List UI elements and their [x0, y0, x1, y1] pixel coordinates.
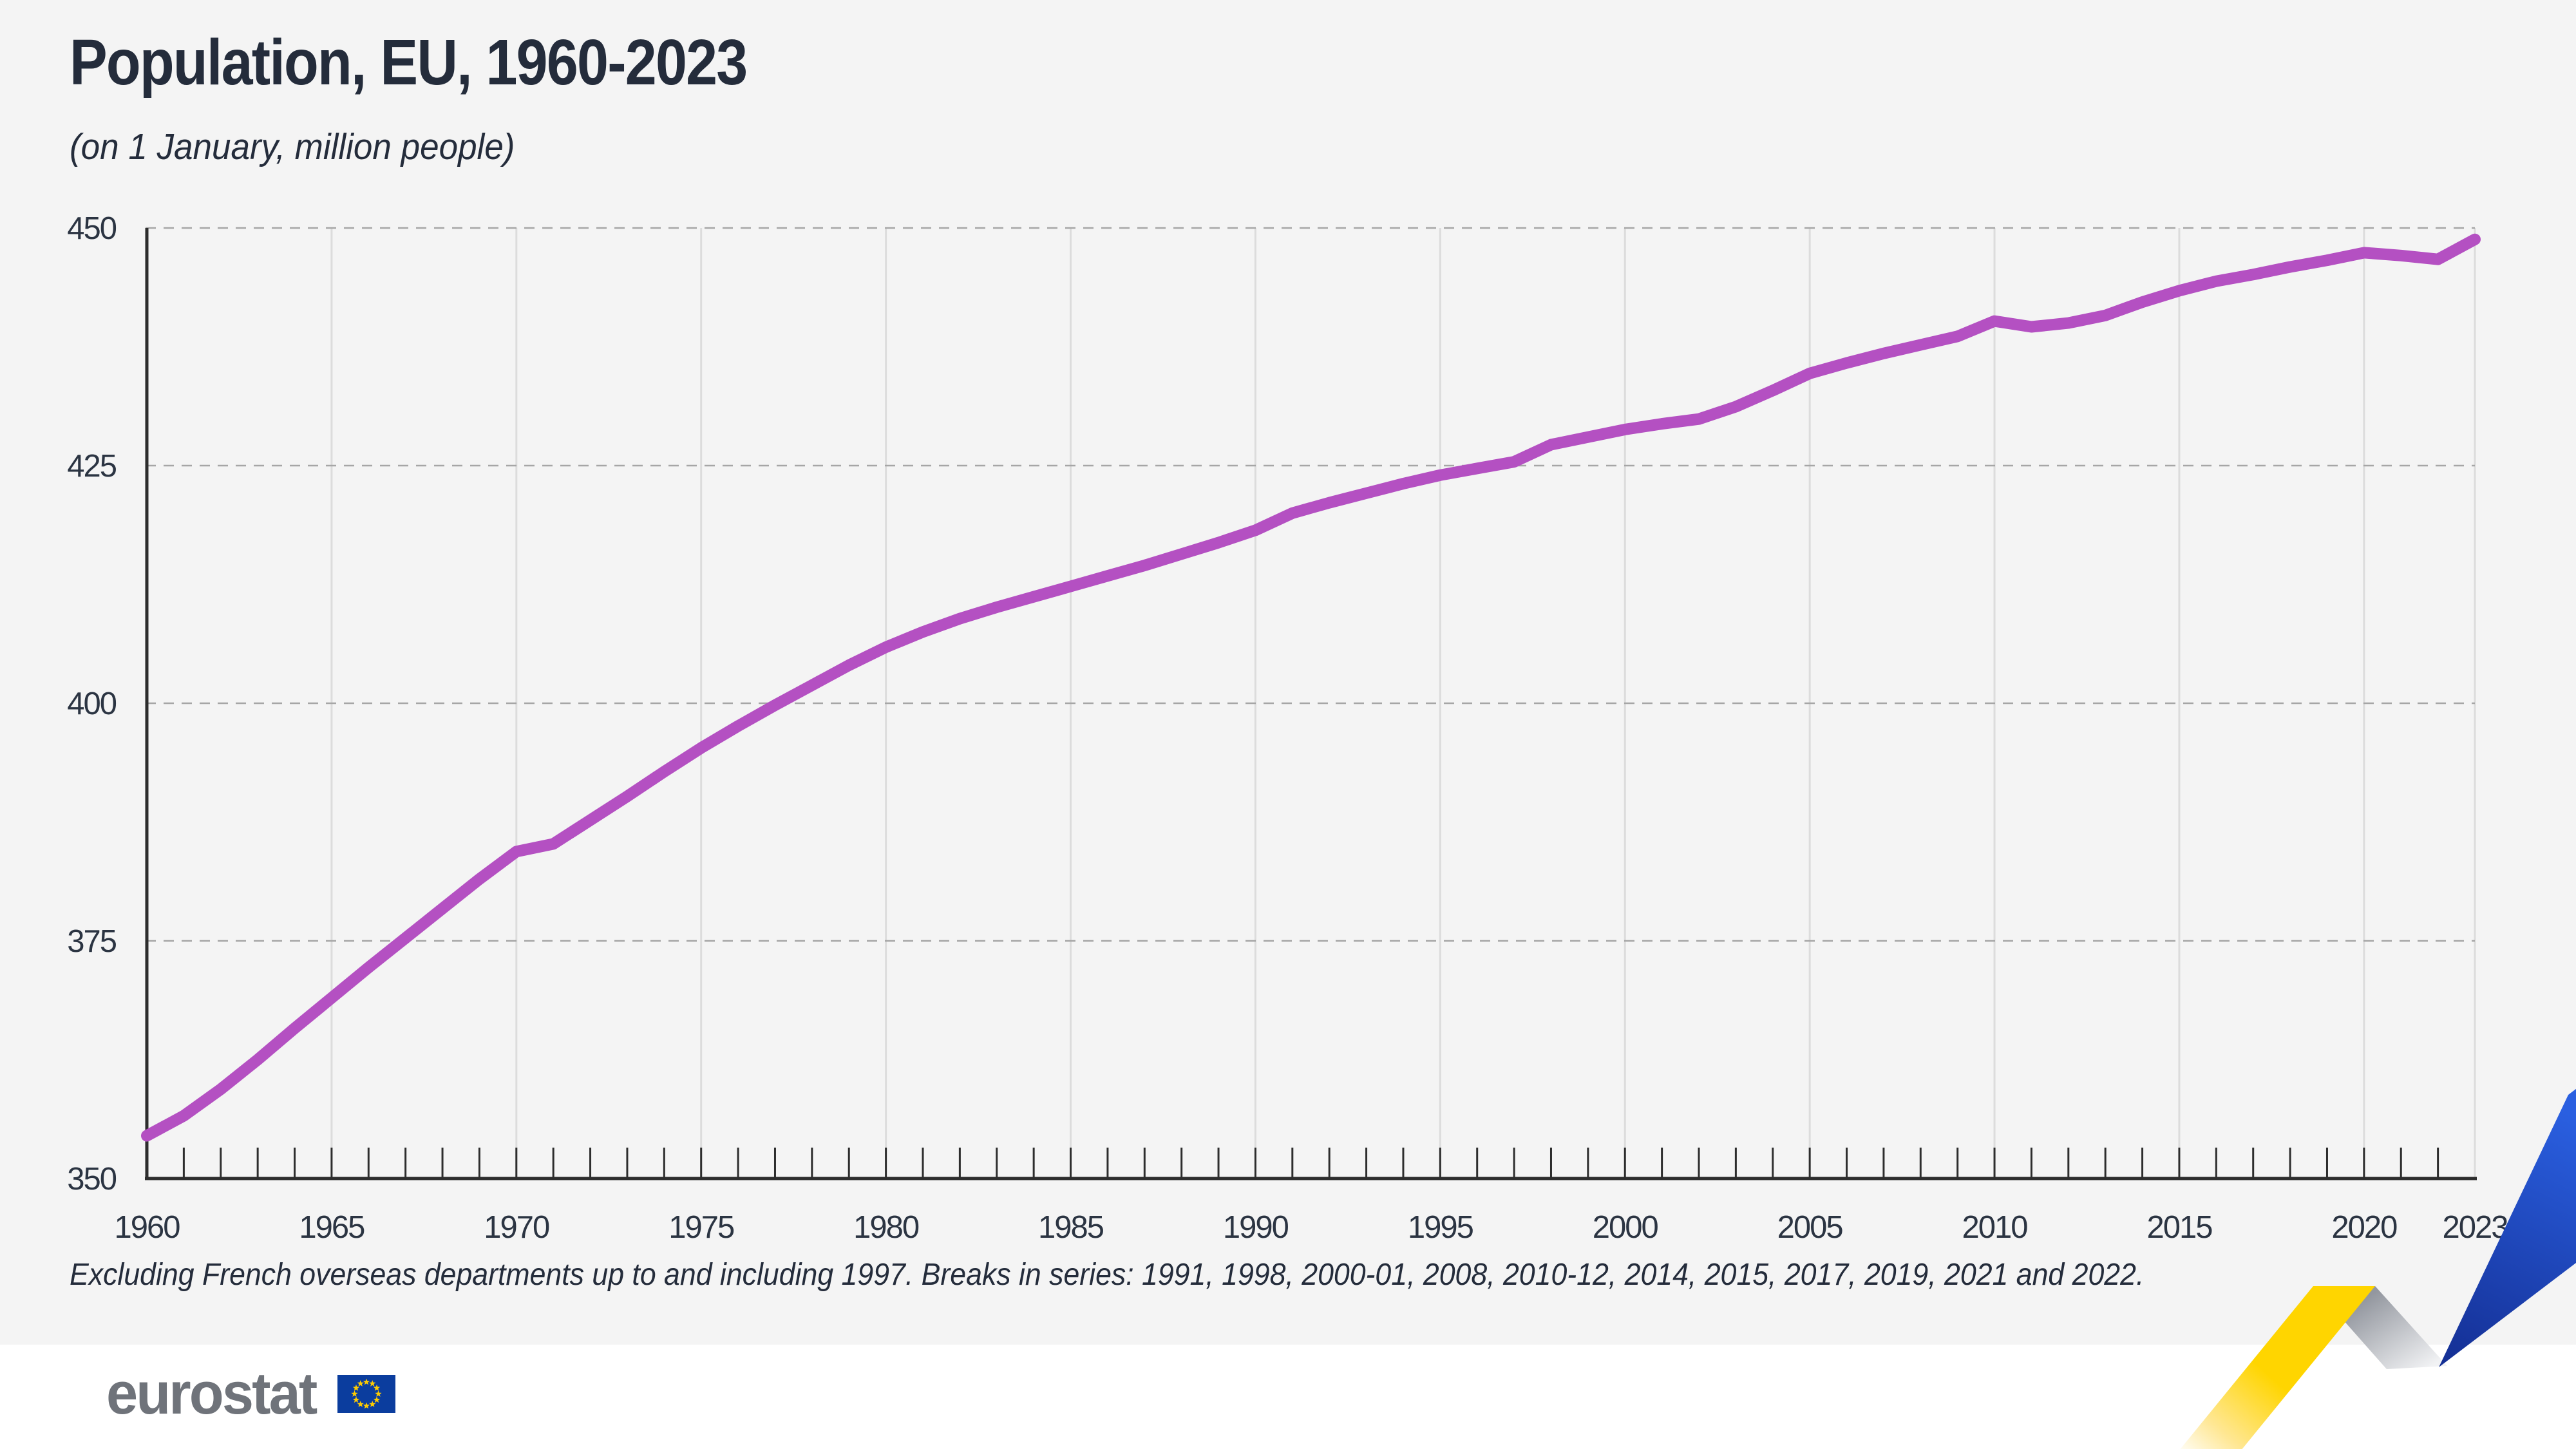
- x-axis-label: 1980: [853, 1210, 919, 1245]
- x-axis-label: 1990: [1223, 1210, 1289, 1245]
- x-axis-label: 1970: [484, 1210, 549, 1245]
- x-axis-label: 2023: [2442, 1210, 2508, 1245]
- x-axis-label: 2005: [1777, 1210, 1843, 1245]
- eu-flag-star: [369, 1400, 376, 1407]
- x-axis-label: 1985: [1038, 1210, 1104, 1245]
- x-axis-label: 2010: [1962, 1210, 2028, 1245]
- eu-flag-star: [369, 1379, 376, 1387]
- eu-flag-icon: [337, 1374, 395, 1413]
- population-line: [141, 233, 2481, 1142]
- eurostat-logo: eurostat: [106, 1364, 395, 1423]
- eu-flag-star: [352, 1396, 360, 1403]
- x-axis-label: 1975: [668, 1210, 734, 1245]
- eu-flag-star: [363, 1402, 370, 1408]
- y-axis-label: 375: [67, 924, 117, 959]
- eu-flag-star: [373, 1384, 381, 1391]
- eu-flag-star: [357, 1379, 364, 1387]
- x-axis-label: 1960: [114, 1210, 180, 1245]
- footer-strip: [0, 1345, 2576, 1449]
- x-axis-label: 1965: [299, 1210, 365, 1245]
- eu-flag-star: [375, 1390, 382, 1397]
- y-axis-label: 450: [67, 211, 117, 246]
- y-axis-label: 350: [67, 1162, 117, 1197]
- x-axis-label: 1995: [1408, 1210, 1473, 1245]
- eu-flag-star: [363, 1378, 370, 1385]
- x-axis-label: 2000: [1593, 1210, 1658, 1245]
- x-axis-label: 2015: [2146, 1210, 2212, 1245]
- y-axis-label: 425: [67, 449, 117, 484]
- page-title: Population, EU, 1960-2023: [70, 26, 748, 99]
- chart-subtitle: (on 1 January, million people): [70, 126, 515, 167]
- eu-flag-star: [357, 1400, 364, 1407]
- eu-flag-star: [352, 1384, 360, 1391]
- footnote: Excluding French overseas departments up…: [70, 1258, 2145, 1292]
- y-axis-label: 400: [67, 687, 117, 721]
- eu-flag-star: [373, 1396, 381, 1403]
- eu-flag-star: [351, 1390, 358, 1397]
- x-axis-label: 2020: [2331, 1210, 2397, 1245]
- eurostat-logo-text: eurostat: [106, 1361, 317, 1426]
